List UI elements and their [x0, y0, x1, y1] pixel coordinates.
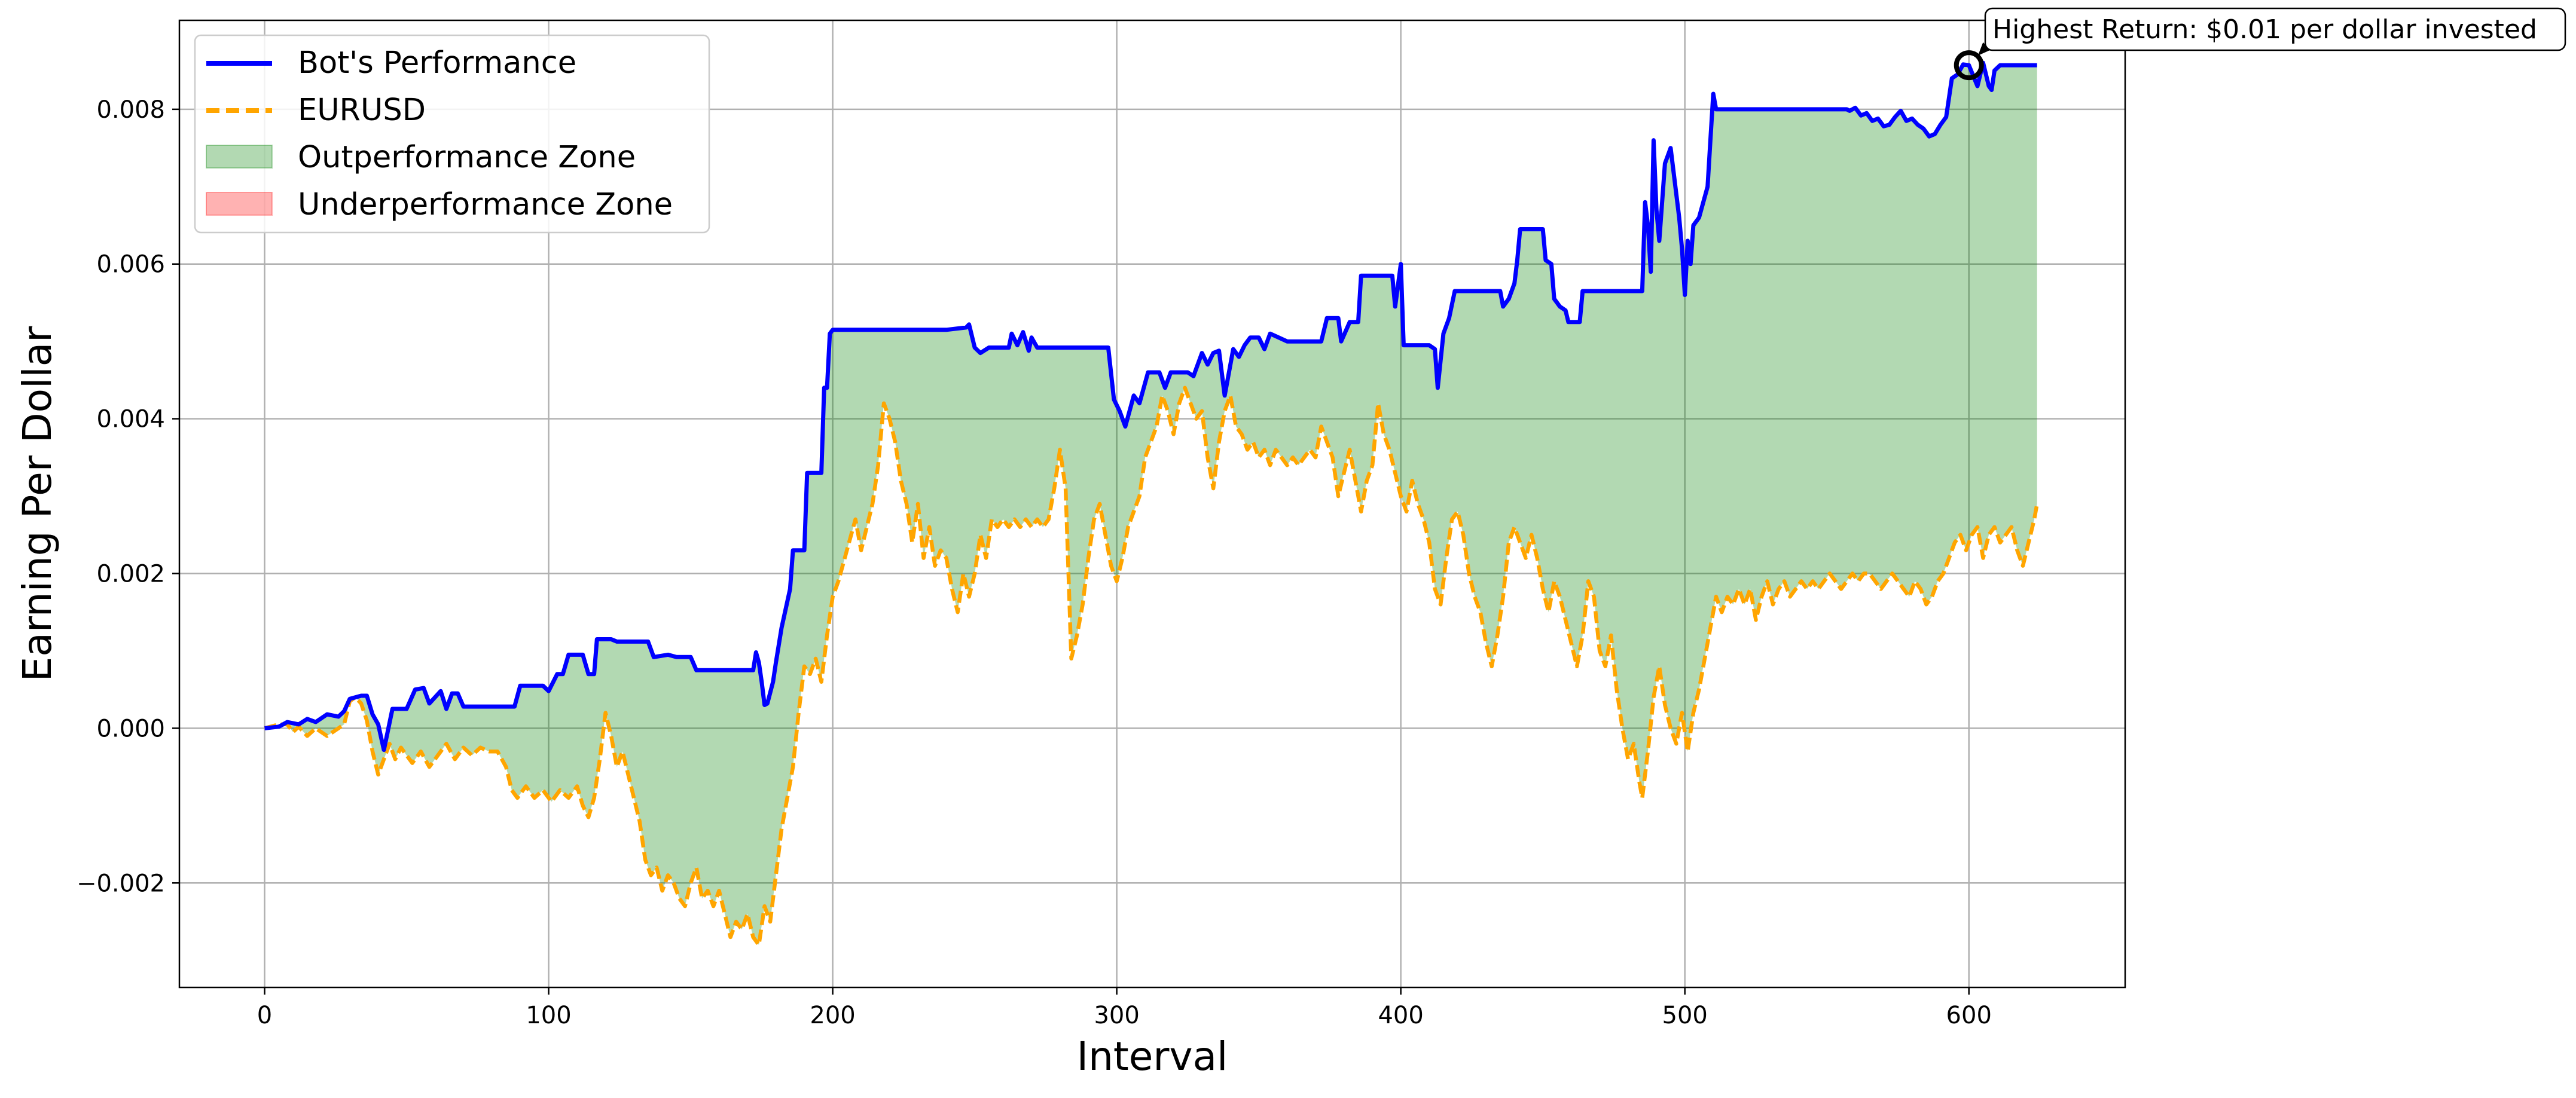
- y-tick-label: 0.002: [96, 560, 165, 588]
- annotation-text: Highest Return: $0.01 per dollar investe…: [1992, 14, 2537, 45]
- y-tick-label: 0.006: [96, 251, 165, 279]
- legend-swatch-underperformance: [206, 192, 273, 216]
- performance-zones: [264, 63, 2037, 945]
- x-tick-label: 100: [526, 1002, 571, 1029]
- highest-return-marker: [1954, 50, 1984, 81]
- eurusd-line: [264, 386, 2039, 947]
- legend-label-eurusd: EURUSD: [298, 93, 426, 128]
- annotation-box: [1984, 7, 2566, 51]
- legend: Bot's Performance EURUSD Outperformance …: [194, 34, 710, 234]
- x-tick-label: 500: [1662, 1002, 1708, 1029]
- axis-ticks: 0 100 200 300 400 500 600 −0.002 0.000 0.002 0.004…: [77, 96, 1992, 1029]
- plot-frame: [178, 19, 2126, 989]
- legend-swatch-outperformance: [206, 145, 273, 169]
- x-tick-label: 400: [1378, 1002, 1423, 1029]
- legend-label-bot: Bot's Performance: [298, 45, 576, 81]
- x-tick-label: 200: [810, 1002, 855, 1029]
- series-lines: [264, 60, 2039, 947]
- y-tick-label: 0.008: [96, 96, 165, 124]
- legend-box: [194, 34, 710, 234]
- y-tick-label: 0.004: [96, 406, 165, 433]
- x-axis-label: Interval: [1077, 1033, 1228, 1079]
- x-tick-label: 0: [257, 1002, 272, 1029]
- bot-performance-line: [264, 60, 2037, 753]
- y-tick-label: −0.002: [77, 870, 165, 897]
- y-axis-label: Earning Per Dollar: [14, 326, 60, 681]
- y-tick-label: 0.000: [96, 715, 165, 742]
- legend-label-underperformance: Underperformance Zone: [298, 187, 673, 222]
- highest-return-annotation: Highest Return: $0.01 per dollar investe…: [1954, 7, 2566, 81]
- x-tick-label: 300: [1094, 1002, 1139, 1029]
- x-tick-label: 600: [1946, 1002, 1992, 1029]
- annotation-arrowhead: [1977, 42, 1991, 56]
- grid: [179, 20, 2125, 987]
- legend-label-outperformance: Outperformance Zone: [298, 140, 636, 175]
- outperformance-zone: [264, 63, 2037, 945]
